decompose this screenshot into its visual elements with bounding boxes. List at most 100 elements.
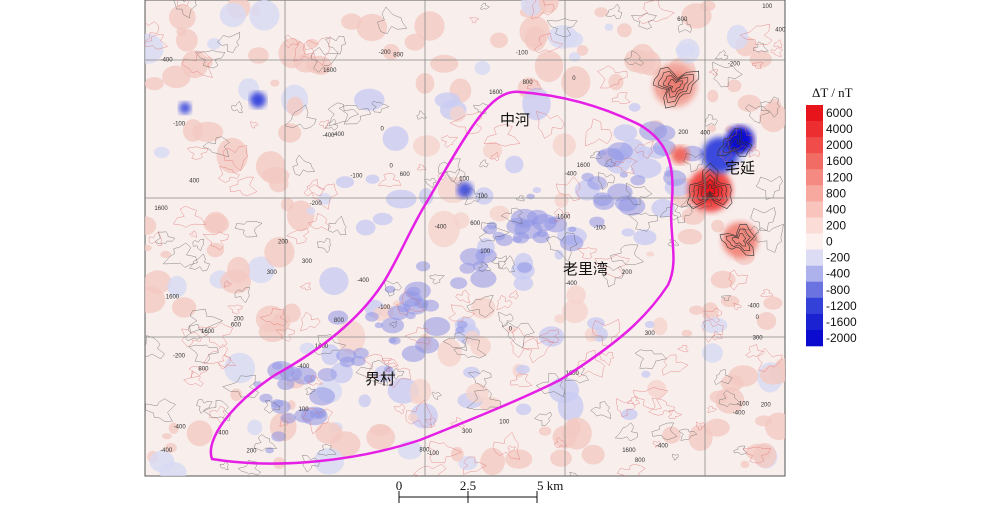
color-legend: ΔT / nT 600040002000160012008004002000-2…: [806, 85, 857, 347]
contour-line: [307, 374, 323, 386]
contour-value-label: -100: [378, 305, 391, 311]
contour-value-label: 800: [635, 458, 646, 464]
negative-anomaly-patch: [280, 412, 297, 424]
contour-value-label: 100: [299, 407, 310, 413]
contour-line: [725, 228, 751, 252]
contour-value-label: 800: [334, 318, 345, 324]
anomaly-patch: [550, 449, 572, 467]
contour-line: [148, 231, 163, 246]
contour-line: [449, 111, 482, 135]
contour-line: [708, 69, 719, 76]
contour-value-label: 800: [523, 80, 534, 86]
contour-value-label: 800: [393, 52, 404, 58]
legend-swatch: [806, 297, 823, 315]
contour-line: [259, 308, 288, 327]
contour-line: [222, 145, 249, 172]
contour-value-label: 100: [480, 249, 491, 255]
contour-line: [302, 407, 334, 435]
anomaly-patch: [740, 460, 750, 468]
anomaly-patch: [474, 60, 491, 76]
anomaly-patch: [264, 237, 295, 268]
negative-anomaly-patch: [309, 387, 335, 406]
contour-line: [405, 399, 433, 428]
anomaly-patch: [428, 210, 460, 248]
anomaly-patch: [280, 197, 294, 212]
contour-line: [721, 294, 732, 302]
contour-value-label: 300: [302, 259, 313, 265]
legend-swatch: [806, 121, 823, 138]
anomaly-patch: [711, 219, 724, 233]
contour-value-label: 1600: [154, 206, 168, 212]
contour-line: [318, 119, 329, 130]
contour-line: [338, 105, 372, 125]
anomaly-patch: [372, 212, 393, 226]
contour-line: [311, 47, 339, 73]
anomaly-patch: [720, 374, 744, 392]
contour-line: [597, 172, 615, 191]
negative-anomaly-patch: [531, 214, 557, 232]
negative-anomaly-patch: [265, 447, 274, 454]
contour-line: [667, 79, 683, 93]
contour-line: [441, 135, 459, 148]
negative-anomaly-patch: [416, 261, 431, 272]
contour-value-label: 200: [678, 130, 689, 136]
contour-line: [263, 400, 281, 414]
contour-line: [704, 114, 718, 127]
contour-line: [714, 368, 733, 386]
negative-spot-west: [250, 92, 266, 108]
anomaly-patch: [192, 121, 224, 142]
contour-line: [757, 347, 783, 372]
contour-value-label: 200: [234, 316, 245, 322]
contour-line: [733, 302, 742, 311]
negative-anomaly-patch: [619, 171, 628, 178]
anomaly-patch: [538, 0, 559, 14]
legend-swatch: [806, 265, 823, 283]
contour-line: [424, 417, 437, 427]
contour-line: [388, 321, 398, 328]
negative-anomaly-patch: [517, 262, 533, 273]
contour-line: [613, 157, 638, 174]
legend-value-label: -800: [826, 283, 850, 297]
legend-value-label: 6000: [826, 106, 853, 120]
anomaly-patch: [710, 270, 736, 289]
contour-line: [253, 434, 278, 452]
contour-value-label: 0: [756, 315, 760, 321]
contour-value-label: -400: [174, 425, 187, 431]
contour-value-label: 1600: [566, 371, 580, 377]
contour-value-label: -200: [310, 201, 323, 207]
place-label-zhonghe: 中河: [500, 111, 530, 129]
contour-line: [478, 222, 510, 242]
contour-value-label: 100: [459, 177, 470, 183]
contour-value-label: -100: [173, 122, 186, 128]
contour-line: [533, 32, 564, 54]
contour-line: [383, 279, 402, 297]
contour-value-label: 200: [761, 403, 772, 409]
scale-tick-2-5: 2.5: [460, 478, 476, 493]
negative-anomaly-patch: [313, 410, 325, 418]
contour-line: [707, 405, 718, 414]
anomaly-patch: [568, 52, 581, 62]
negative-anomaly-patch: [456, 320, 468, 329]
anomaly-patch: [318, 193, 332, 205]
anomaly-patch: [628, 102, 641, 112]
contour-value-label: 300: [462, 429, 473, 435]
contour-line: [429, 274, 445, 285]
anomaly-patch: [249, 0, 280, 31]
contour-line: [718, 390, 742, 408]
contour-line: [686, 162, 733, 209]
contour-line: [189, 253, 210, 272]
anomaly-patch: [608, 73, 624, 91]
anomaly-patch: [594, 7, 608, 18]
contour-line: [284, 104, 317, 130]
contour-line: [500, 207, 523, 225]
anomaly-patch: [534, 50, 564, 83]
anomaly-patch: [490, 32, 508, 48]
anomaly-patch: [313, 448, 345, 475]
contour-line: [704, 183, 716, 195]
anomaly-patch: [755, 415, 773, 427]
anomaly-patch: [319, 267, 349, 296]
anomaly-patch: [702, 343, 723, 363]
contour-line: [423, 177, 437, 189]
anomaly-patch: [145, 33, 164, 64]
